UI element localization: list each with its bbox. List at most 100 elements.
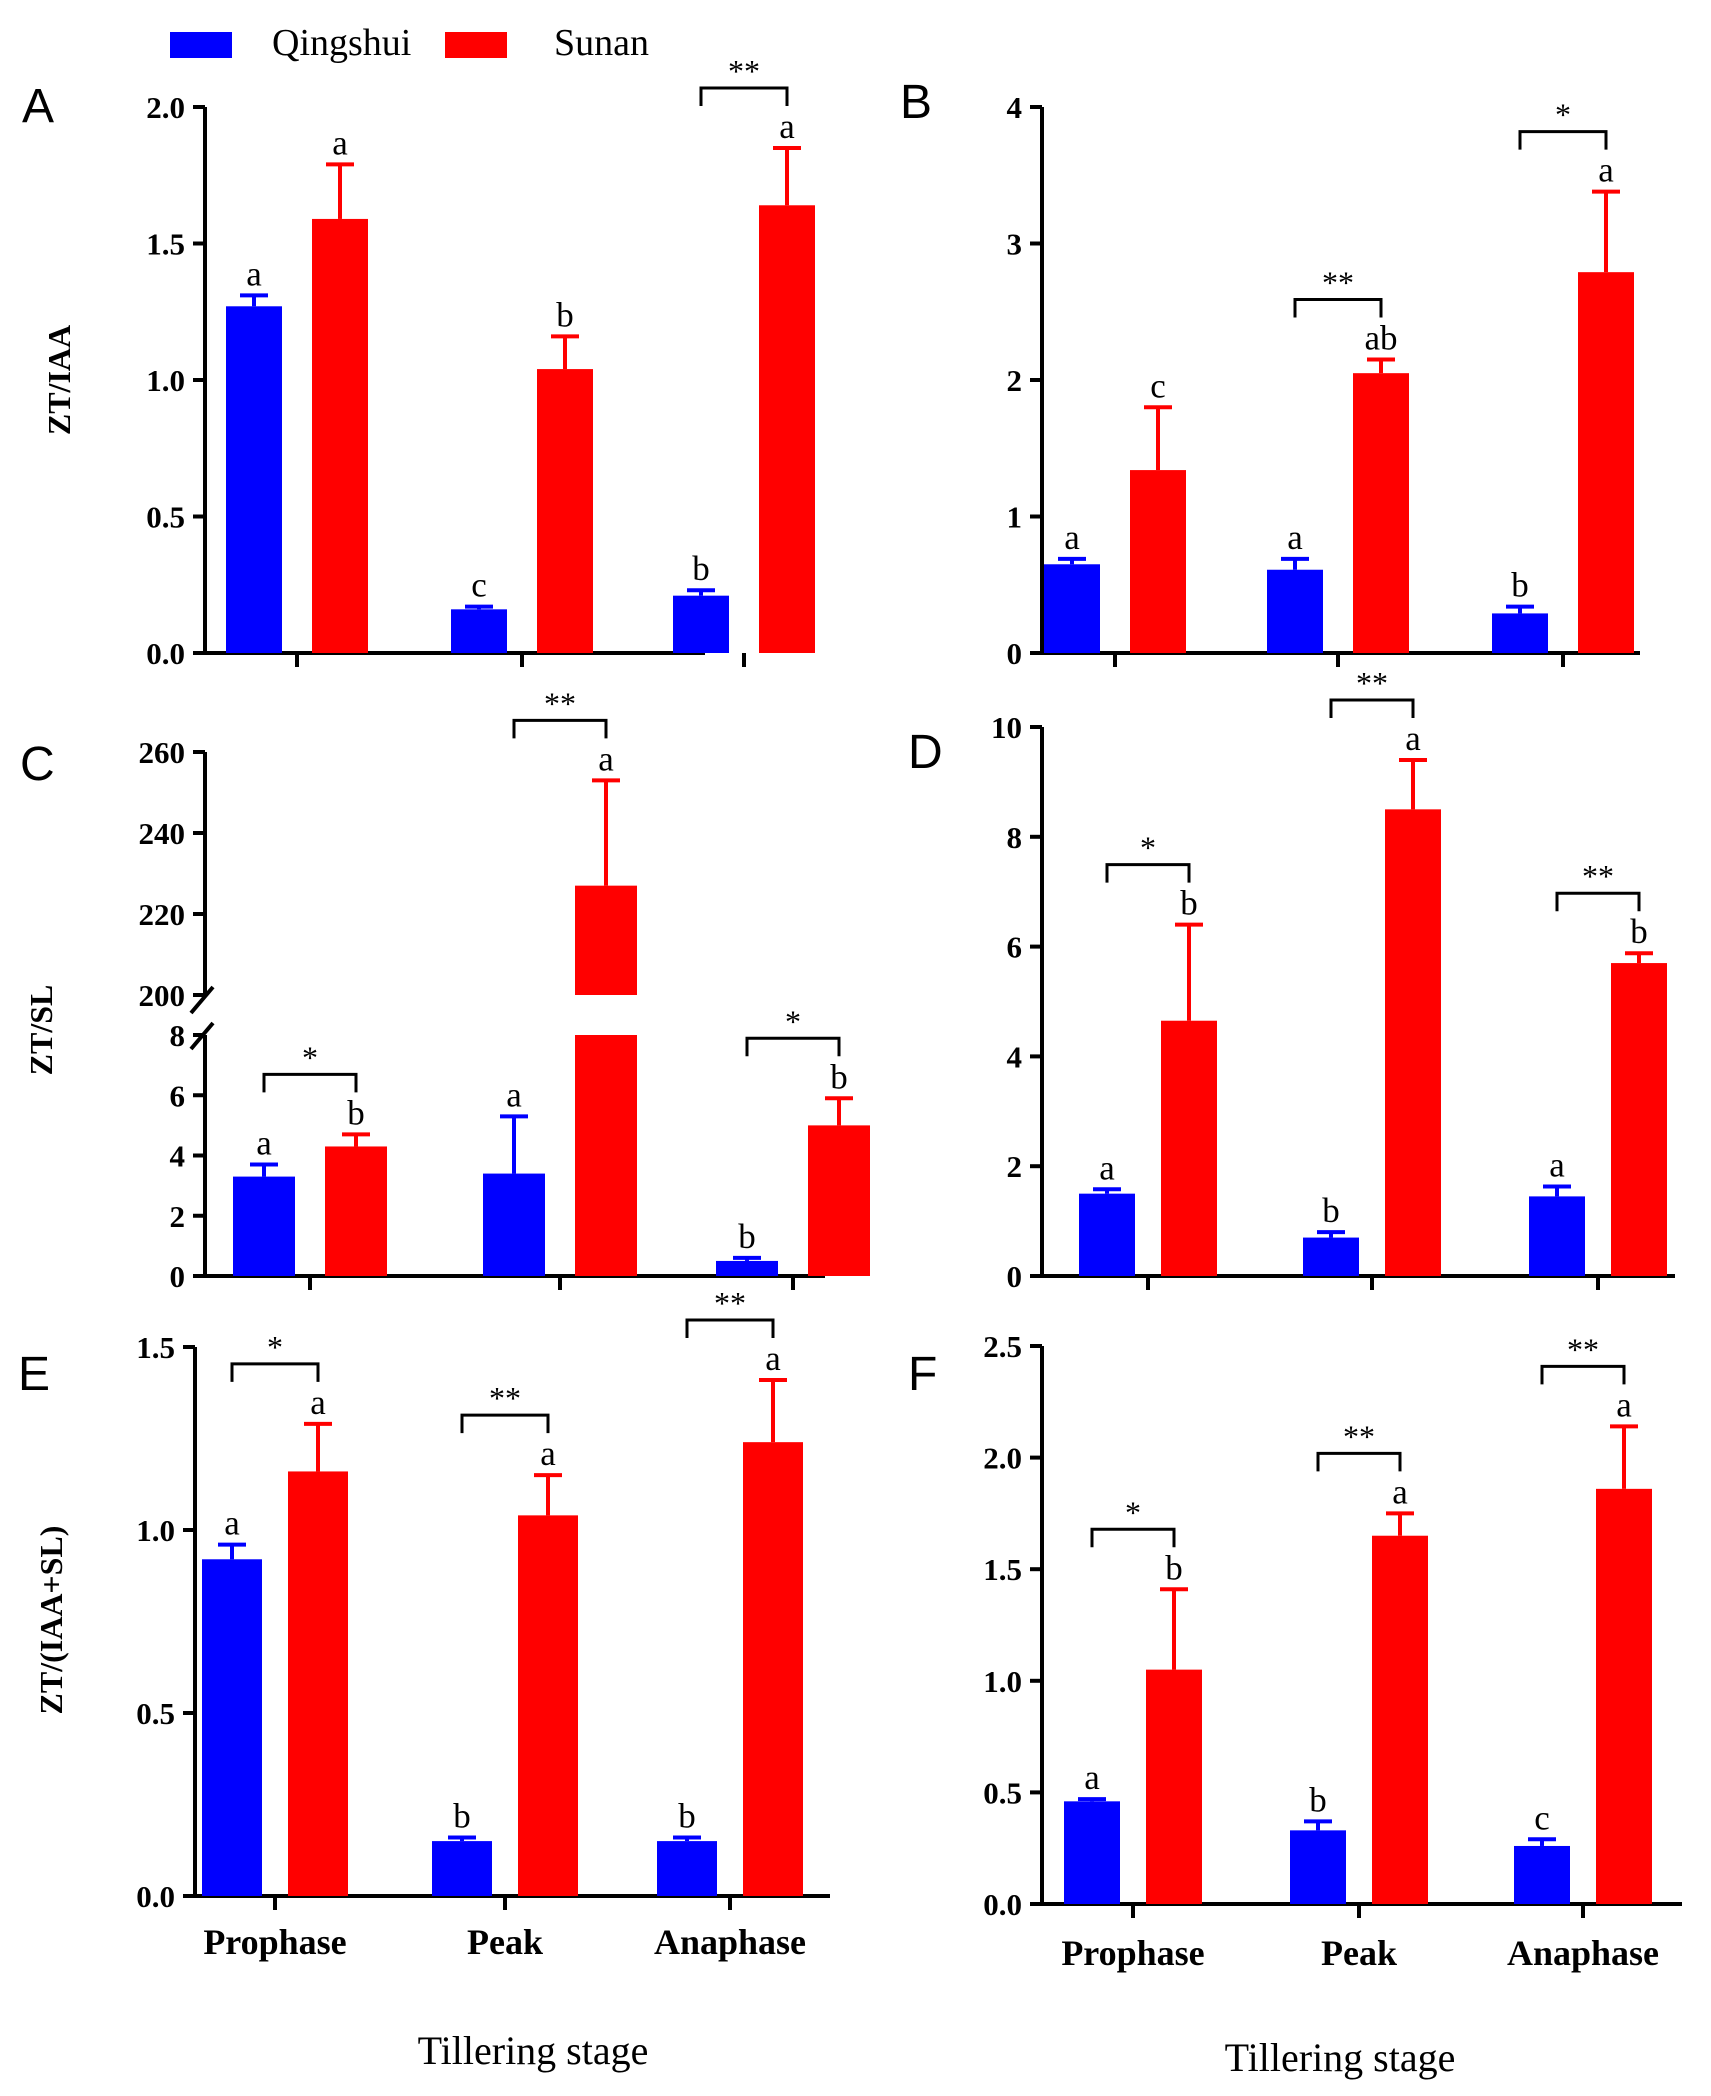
bar-sunan-prophase: [1146, 1669, 1202, 1904]
significance-bracket: [230, 1362, 320, 1382]
y-tick-label: 2: [1007, 1149, 1023, 1184]
y-tick-label: 4: [1007, 1039, 1023, 1074]
panel-label: B: [900, 76, 932, 129]
category-label-prophase: Prophase: [203, 1922, 346, 1962]
significance-bracket: [745, 1036, 841, 1057]
legend-label-qingshui: Qingshui: [272, 22, 411, 64]
significance-bracket: [1540, 1364, 1626, 1385]
significance-bracket: [512, 718, 608, 739]
y-tick-label: 0.5: [146, 500, 185, 535]
category-label-prophase: Prophase: [1061, 1933, 1204, 1973]
bar-qingshui-peak: [1290, 1830, 1346, 1904]
significance-letter: a: [765, 1339, 781, 1378]
panel-B: 0 1 2 3 4 Ba c a ab ** b a *: [900, 76, 1640, 671]
y-tick-label: 2: [170, 1199, 186, 1234]
significance-letter: b: [1165, 1548, 1183, 1587]
bar-sunan-anaphase: [743, 1442, 803, 1896]
panel-label: A: [22, 80, 54, 133]
significance-bracket: [1518, 130, 1608, 150]
bar-sunan-peak: [1353, 373, 1409, 653]
significance-letter: b: [830, 1057, 848, 1096]
y-tick-label: 200: [139, 978, 186, 1013]
significance-letter: b: [1630, 912, 1648, 951]
significance-letter: b: [692, 549, 710, 588]
bar-sunan-anaphase: [759, 205, 815, 653]
y-tick-label: 1.5: [983, 1552, 1022, 1587]
y-tick-label: 220: [139, 897, 186, 932]
significance-bracket: [1555, 891, 1641, 912]
significance-letter: a: [1084, 1758, 1100, 1797]
y-axis-label: ZT/(IAA+SL): [33, 1526, 69, 1715]
y-tick-label: 0.5: [136, 1696, 175, 1731]
category-label-peak: Peak: [1321, 1933, 1397, 1973]
significance-letter: a: [1405, 719, 1421, 758]
significance-stars: **: [1356, 665, 1388, 701]
significance-letter: b: [1309, 1780, 1327, 1819]
bar-qingshui-prophase: [226, 306, 282, 653]
significance-letter: a: [1549, 1146, 1565, 1185]
y-tick-label: 0.0: [136, 1879, 175, 1914]
significance-bracket: [685, 1318, 775, 1338]
significance-stars: **: [714, 1285, 746, 1321]
panel-C: 0 2 4 6 8 200 220 240 260 C ZT/SL a b * a a ** b b *: [20, 685, 870, 1294]
panel-F: 0.0 0.5 1.0 1.5 2.0 2.5 Prophase Peak Anaphase Fa…: [908, 1329, 1682, 1973]
bar-sunan-peak: [575, 1035, 637, 1276]
significance-letter: a: [332, 123, 348, 162]
bar-qingshui-anaphase: [1492, 613, 1548, 653]
y-tick-label: 0.5: [983, 1775, 1022, 1810]
significance-letter: b: [1322, 1191, 1340, 1230]
panel-A: 0.0 0.5 1.0 1.5 2.0 A ZT/IAA a a c b b a **: [22, 53, 815, 671]
y-tick-label: 1.0: [983, 1664, 1022, 1699]
significance-stars: *: [302, 1039, 318, 1075]
significance-letter: a: [1616, 1385, 1632, 1424]
y-tick-label: 2.0: [146, 90, 185, 125]
bar-sunan-peak: [1372, 1535, 1428, 1904]
y-tick-label: 8: [170, 1018, 186, 1053]
y-tick-label: 1.5: [136, 1330, 175, 1365]
significance-letter: c: [471, 566, 487, 605]
category-label-anaphase: Anaphase: [654, 1922, 806, 1962]
significance-bracket: [1329, 698, 1415, 718]
y-tick-label: 0: [1007, 636, 1023, 671]
y-tick-label: 6: [1007, 930, 1023, 965]
x-axis-title-right: Tillering stage: [1225, 2035, 1456, 2080]
significance-stars: **: [544, 685, 576, 721]
panel-E: 0.0 0.5 1.0 1.5 Prophase Peak Anaphase E ZT/(IAA…: [18, 1285, 830, 1962]
significance-letter: b: [453, 1796, 471, 1835]
bar-sunan-peak-upper: [575, 885, 637, 995]
category-label-peak: Peak: [467, 1922, 543, 1962]
significance-stars: **: [1343, 1418, 1375, 1454]
legend-swatch-qingshui: [170, 32, 232, 58]
y-tick-label: 260: [139, 735, 186, 770]
significance-stars: *: [1555, 97, 1571, 133]
bar-sunan-peak: [537, 369, 593, 653]
legend-label-sunan: Sunan: [554, 22, 649, 64]
significance-stars: **: [1322, 265, 1354, 301]
y-tick-label: 0.0: [146, 636, 185, 671]
significance-stars: **: [1582, 858, 1614, 894]
significance-stars: *: [1125, 1494, 1141, 1530]
y-tick-label: 1.0: [146, 363, 185, 398]
significance-stars: *: [1140, 830, 1156, 866]
significance-stars: **: [728, 53, 760, 89]
bar-qingshui-peak: [432, 1841, 492, 1896]
y-tick-label: 6: [170, 1078, 186, 1113]
panel-label: D: [908, 726, 943, 779]
significance-bracket: [1293, 298, 1383, 318]
bar-sunan-prophase: [1130, 470, 1186, 653]
y-tick-label: 0: [170, 1259, 186, 1294]
bar-sunan-anaphase: [1578, 272, 1634, 653]
bar-qingshui-anaphase: [657, 1841, 717, 1896]
significance-letter: c: [1150, 366, 1166, 405]
y-tick-label: 4: [1007, 90, 1023, 125]
significance-letter: b: [1180, 884, 1198, 923]
bar-qingshui-anaphase: [1529, 1196, 1585, 1276]
y-tick-label: 2.0: [983, 1441, 1022, 1476]
y-tick-label: 0.0: [983, 1887, 1022, 1922]
bar-qingshui-peak: [451, 609, 507, 653]
x-axis-title-left: Tillering stage: [418, 2028, 649, 2073]
bar-qingshui-prophase: [1079, 1193, 1135, 1276]
bar-sunan-prophase: [1161, 1020, 1217, 1276]
y-tick-label: 1.5: [146, 227, 185, 262]
